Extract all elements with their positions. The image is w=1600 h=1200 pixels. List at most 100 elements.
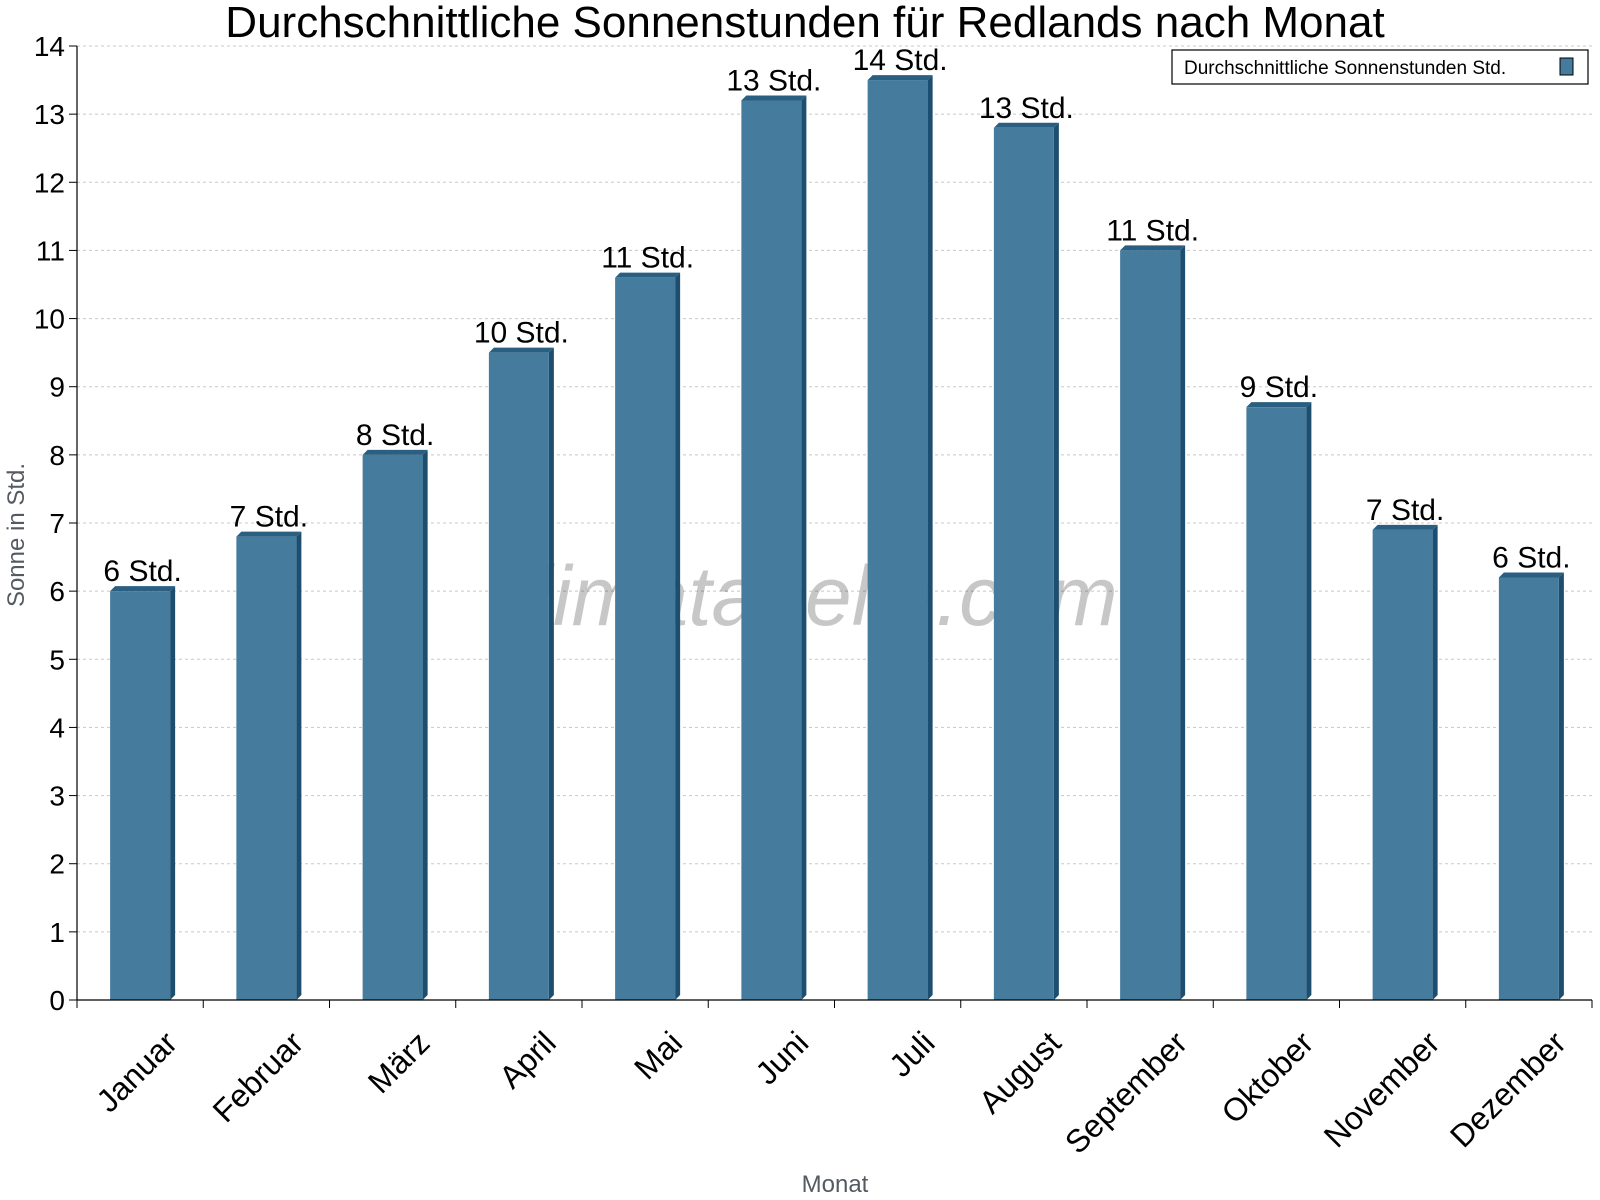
bar: 7 Std. bbox=[230, 501, 308, 1000]
bar-top bbox=[1120, 245, 1186, 251]
bar-front bbox=[867, 80, 928, 1001]
bar-side bbox=[801, 95, 807, 1000]
y-tick-label: 10 bbox=[34, 304, 65, 335]
bar: 13 Std. bbox=[726, 65, 821, 1000]
bar-front bbox=[362, 454, 423, 1000]
bar-series: 6 Std. 7 Std. 8 Std. 10 Std. 11 Std. 13 Std. 1… bbox=[103, 44, 1571, 1001]
bar-front bbox=[488, 352, 549, 1001]
y-tick-label: 11 bbox=[36, 235, 65, 266]
bar-top bbox=[1498, 572, 1564, 578]
y-axis-title: Sonne in Std. bbox=[3, 463, 30, 607]
bar: 6 Std. bbox=[1492, 542, 1571, 1000]
bar-side bbox=[296, 531, 302, 1000]
data-label: 10 Std. bbox=[474, 317, 569, 350]
x-category-label: Juli bbox=[882, 1024, 941, 1083]
bar-side bbox=[170, 586, 176, 1000]
bar-front bbox=[1372, 529, 1433, 1000]
bar-side bbox=[927, 75, 933, 1001]
y-tick-label: 1 bbox=[49, 917, 65, 948]
bar-side bbox=[1053, 122, 1059, 1001]
x-category-label: April bbox=[492, 1024, 563, 1095]
x-category-label: März bbox=[361, 1024, 437, 1100]
bar-top bbox=[362, 449, 428, 455]
y-tick-label: 4 bbox=[49, 712, 65, 743]
x-category-label: November bbox=[1317, 1024, 1447, 1154]
y-tick-label: 2 bbox=[49, 849, 65, 880]
bar-top bbox=[110, 586, 176, 592]
bar-side bbox=[1432, 524, 1438, 1000]
bar-top bbox=[741, 95, 807, 101]
bar: 10 Std. bbox=[474, 317, 569, 1001]
data-label: 8 Std. bbox=[356, 419, 434, 452]
bar-front bbox=[993, 127, 1054, 1001]
y-tick-label: 13 bbox=[34, 99, 65, 130]
y-tick-label: 5 bbox=[49, 644, 65, 675]
legend-entry-label: Durchschnittliche Sonnenstunden Std. bbox=[1184, 58, 1506, 79]
bar-front bbox=[1120, 250, 1181, 1000]
bar-front bbox=[741, 100, 802, 1000]
bar: 13 Std. bbox=[979, 92, 1074, 1001]
bar-top bbox=[993, 122, 1059, 128]
x-category-label: Mai bbox=[627, 1024, 689, 1086]
x-category-label: Dezember bbox=[1443, 1024, 1573, 1154]
y-tick-label: 8 bbox=[49, 440, 65, 471]
data-label: 7 Std. bbox=[230, 501, 308, 534]
y-tick-label: 6 bbox=[49, 576, 65, 607]
bar-side bbox=[1180, 245, 1186, 1000]
bar-front bbox=[1498, 577, 1559, 1000]
bar: 14 Std. bbox=[853, 44, 948, 1001]
data-label: 9 Std. bbox=[1240, 371, 1318, 404]
data-label: 11 Std. bbox=[601, 242, 694, 275]
bar: 11 Std. bbox=[601, 242, 694, 1001]
bar: 6 Std. bbox=[103, 555, 182, 1000]
x-axis-category-labels: Januar Februar März April Mai Juni Juli AugustS… bbox=[89, 1024, 1573, 1160]
bar-side bbox=[1558, 572, 1564, 1000]
bar-top bbox=[615, 272, 681, 278]
x-category-label: September bbox=[1058, 1024, 1194, 1160]
data-label: 11 Std. bbox=[1106, 214, 1199, 247]
bar-front bbox=[236, 536, 297, 1000]
y-tick-label: 12 bbox=[34, 167, 65, 198]
bar: 11 Std. bbox=[1106, 214, 1199, 1000]
data-label: 6 Std. bbox=[103, 555, 181, 588]
bar-top bbox=[236, 531, 302, 537]
x-category-label: Juni bbox=[748, 1024, 815, 1091]
x-category-label: Januar bbox=[89, 1024, 184, 1119]
axes bbox=[69, 45, 1593, 1008]
bar-front bbox=[1246, 407, 1307, 1001]
y-tick-label: 3 bbox=[49, 781, 65, 812]
y-tick-label: 14 bbox=[34, 31, 65, 62]
bar-side bbox=[548, 347, 554, 1001]
y-tick-label: 9 bbox=[49, 372, 65, 403]
chart-title: Durchschnittliche Sonnenstunden für Redl… bbox=[225, 0, 1384, 47]
data-label: 6 Std. bbox=[1492, 542, 1570, 575]
bar-top bbox=[867, 75, 933, 81]
bar: 9 Std. bbox=[1240, 371, 1318, 1001]
x-category-label: Oktober bbox=[1214, 1024, 1320, 1130]
legend: Durchschnittliche Sonnenstunden Std. bbox=[1171, 49, 1589, 85]
x-category-label: Februar bbox=[206, 1024, 311, 1129]
data-label: 14 Std. bbox=[853, 44, 948, 77]
grid-lines bbox=[77, 45, 1592, 933]
bar-top bbox=[1372, 524, 1438, 530]
bar-front bbox=[110, 591, 171, 1000]
bar: 8 Std. bbox=[356, 419, 434, 1000]
data-label: 13 Std. bbox=[726, 65, 821, 98]
bar: 7 Std. bbox=[1366, 494, 1444, 1000]
y-tick-label: 7 bbox=[49, 508, 65, 539]
bar-top bbox=[488, 347, 554, 353]
bar-side bbox=[675, 272, 681, 1001]
bar-side bbox=[1306, 402, 1312, 1001]
bar-side bbox=[422, 449, 428, 1000]
bar-top bbox=[1246, 402, 1312, 408]
legend-box bbox=[1171, 49, 1589, 85]
legend-swatch bbox=[1559, 57, 1574, 76]
x-axis-title: Monat bbox=[802, 1171, 869, 1198]
x-category-label: August bbox=[972, 1024, 1068, 1120]
data-label: 13 Std. bbox=[979, 92, 1074, 125]
bar-front bbox=[615, 277, 676, 1001]
data-label: 7 Std. bbox=[1366, 494, 1444, 527]
y-tick-label: 0 bbox=[49, 985, 65, 1016]
